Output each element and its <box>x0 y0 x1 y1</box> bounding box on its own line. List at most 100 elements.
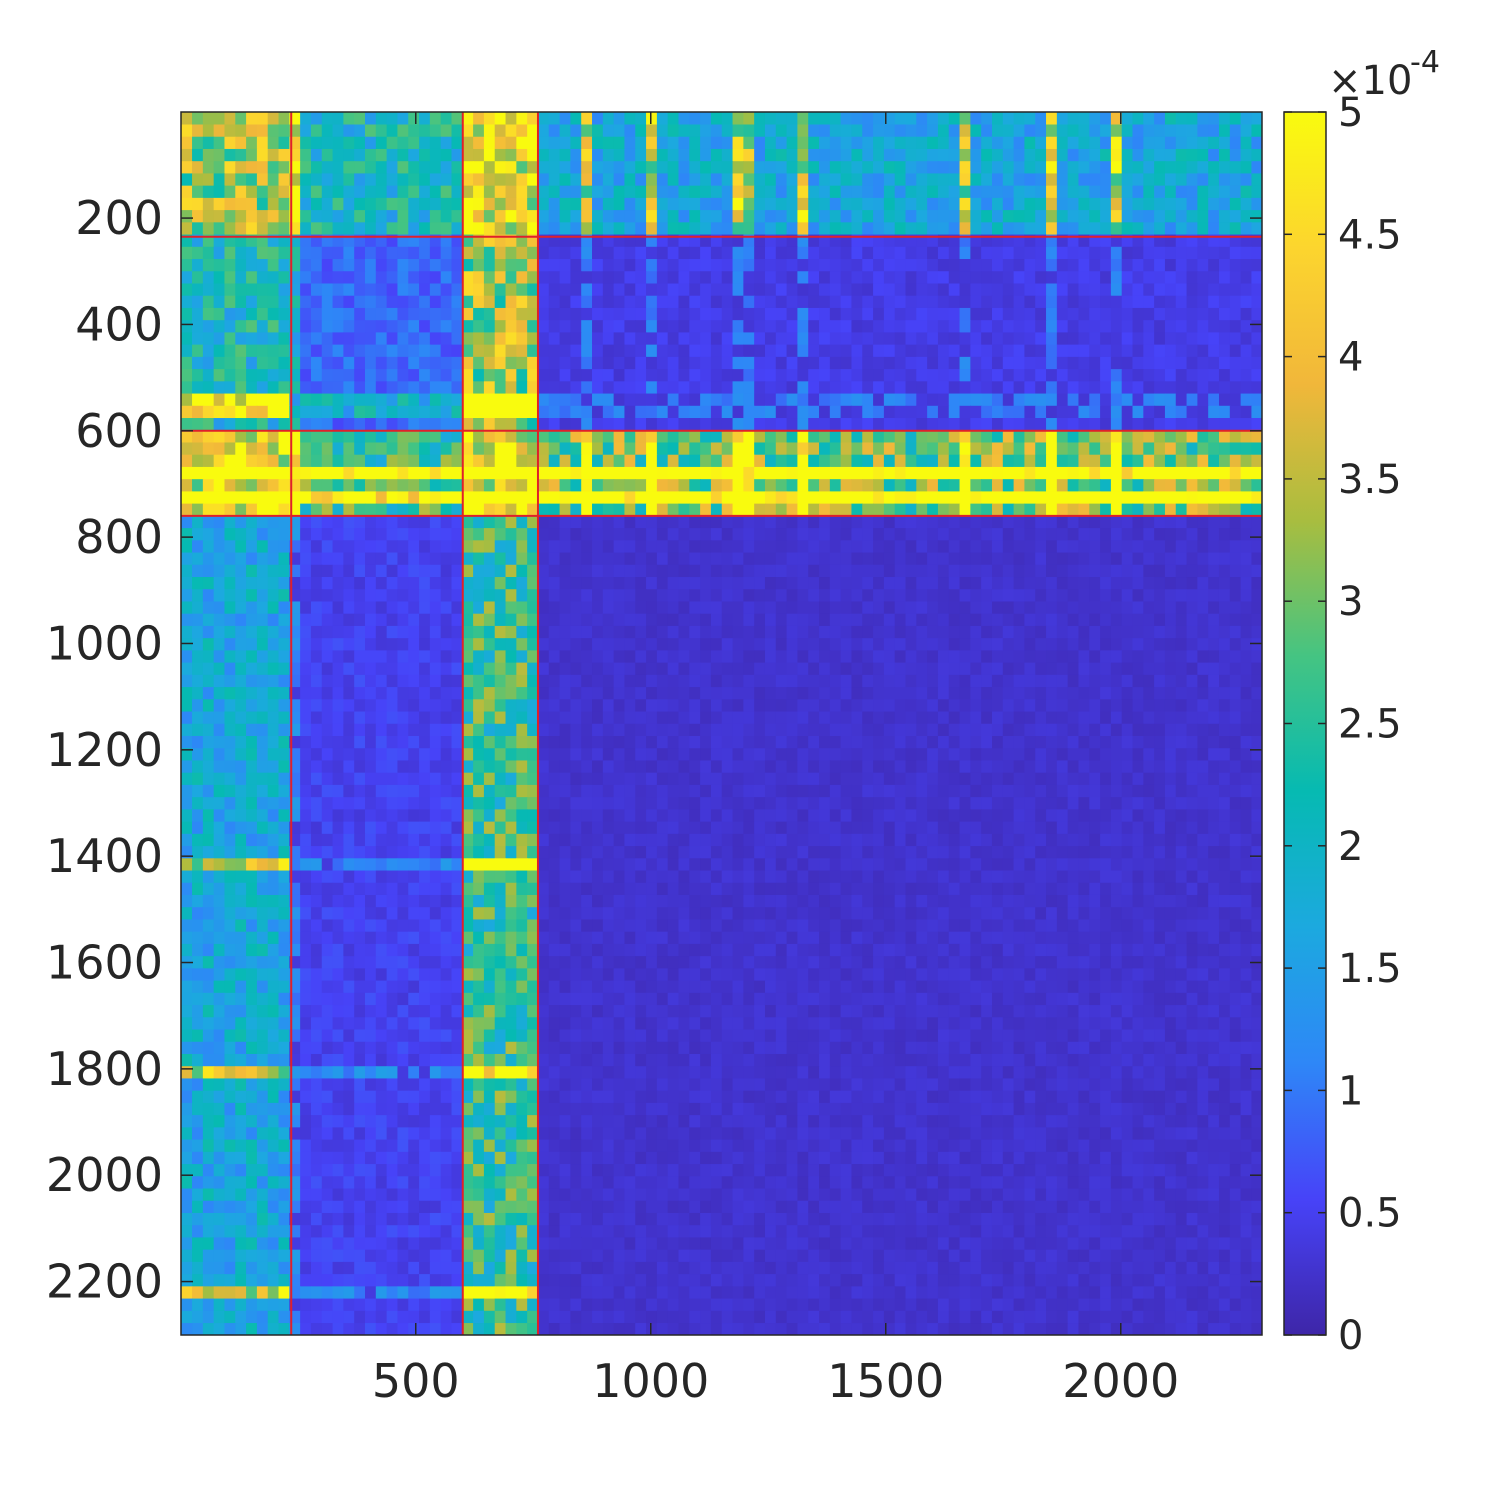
heatmap-cell <box>635 393 647 407</box>
heatmap-cell <box>937 271 950 285</box>
heatmap-cell <box>1186 246 1198 260</box>
heatmap-cell <box>224 564 236 578</box>
heatmap-cell <box>905 601 917 615</box>
heatmap-cell <box>927 601 939 615</box>
heatmap-cell <box>613 442 626 456</box>
heatmap-cell <box>1110 650 1123 664</box>
heatmap-cell <box>365 515 377 529</box>
heatmap-cell <box>559 515 571 529</box>
heatmap-cell <box>635 552 647 566</box>
heatmap-cell <box>267 259 280 272</box>
heatmap-cell <box>592 112 604 126</box>
heatmap-cell <box>1175 674 1188 688</box>
heatmap-cell <box>213 124 226 138</box>
heatmap-cell <box>1251 687 1262 700</box>
heatmap-cell <box>786 136 798 150</box>
heatmap-cell <box>851 418 863 431</box>
heatmap-cell <box>743 577 755 590</box>
heatmap-cell <box>829 491 842 505</box>
heatmap-cell <box>592 344 604 358</box>
heatmap-cell <box>635 589 647 603</box>
heatmap-cell <box>786 466 798 480</box>
heatmap-cell <box>1251 577 1262 590</box>
heatmap-cell <box>775 222 788 236</box>
heatmap-cell <box>462 271 474 285</box>
heatmap-cell <box>808 246 820 260</box>
heatmap-cell <box>862 259 874 272</box>
heatmap-cell <box>873 454 885 468</box>
heatmap-cell <box>548 711 561 725</box>
heatmap-cell <box>559 295 571 309</box>
heatmap-cell <box>1013 650 1026 664</box>
heatmap-cell <box>862 430 874 444</box>
heatmap-cell <box>473 283 485 297</box>
heatmap-cell <box>386 711 399 725</box>
heatmap-cell <box>300 185 312 199</box>
heatmap-cell <box>548 173 561 187</box>
heatmap-cell <box>981 210 993 223</box>
heatmap-cell <box>516 259 528 272</box>
heatmap-cell <box>1078 552 1090 566</box>
heatmap-cell <box>1175 442 1188 456</box>
heatmap-cell <box>537 246 550 260</box>
heatmap-cell <box>981 613 993 627</box>
heatmap-cell <box>1002 222 1015 236</box>
heatmap-cell <box>559 454 571 468</box>
heatmap-cell <box>1078 503 1090 517</box>
heatmap-cell <box>1100 271 1112 285</box>
heatmap-cell <box>948 112 961 126</box>
heatmap-cell <box>635 674 647 688</box>
heatmap-cell <box>1251 479 1262 492</box>
heatmap-cell <box>667 479 680 492</box>
heatmap-cell <box>397 687 409 700</box>
heatmap-cell <box>754 613 766 627</box>
heatmap-cell <box>786 295 798 309</box>
heatmap-cell <box>754 418 766 431</box>
heatmap-cell <box>483 503 496 517</box>
heatmap-cell <box>819 589 831 603</box>
heatmap-cell <box>483 112 496 126</box>
heatmap-cell <box>192 418 204 431</box>
heatmap-cell <box>235 601 247 615</box>
heatmap-cell <box>764 418 777 431</box>
heatmap-cell <box>970 283 982 297</box>
heatmap-cell <box>927 185 939 199</box>
heatmap-cell <box>862 246 874 260</box>
heatmap-cell <box>754 711 766 725</box>
heatmap-cell <box>343 662 355 676</box>
heatmap-cell <box>375 148 388 162</box>
heatmap-cell <box>1240 259 1253 272</box>
heatmap-cell <box>1121 185 1134 199</box>
heatmap-cell <box>1197 466 1209 480</box>
heatmap-cell <box>473 418 485 431</box>
heatmap-cell <box>689 381 701 395</box>
heatmap-cell <box>721 430 734 444</box>
heatmap-cell <box>310 259 323 272</box>
heatmap-cell <box>1024 161 1036 175</box>
heatmap-cell <box>775 650 788 664</box>
heatmap-cell <box>1067 674 1080 688</box>
heatmap-cell <box>991 259 1004 272</box>
heatmap-cell <box>321 307 334 321</box>
heatmap-cell <box>840 210 853 223</box>
heatmap-cell <box>1218 307 1231 321</box>
heatmap-cell <box>797 552 809 566</box>
heatmap-cell <box>970 625 982 639</box>
heatmap-cell <box>1143 418 1155 431</box>
heatmap-cell <box>959 442 971 456</box>
heatmap-cell <box>462 405 474 419</box>
heatmap-cell <box>1154 161 1166 175</box>
heatmap-cell <box>267 369 280 382</box>
heatmap-cell <box>829 613 842 627</box>
heatmap-cell <box>1132 173 1144 187</box>
heatmap-cell <box>873 540 885 554</box>
heatmap-cell <box>700 577 712 590</box>
heatmap-cell <box>710 528 723 541</box>
heatmap-cell <box>1089 332 1101 346</box>
heatmap-cell <box>991 405 1004 419</box>
heatmap-cell <box>905 136 917 150</box>
heatmap-cell <box>1251 540 1262 554</box>
heatmap-cell <box>343 711 355 725</box>
heatmap-cell <box>873 222 885 236</box>
heatmap-cell <box>1035 552 1047 566</box>
